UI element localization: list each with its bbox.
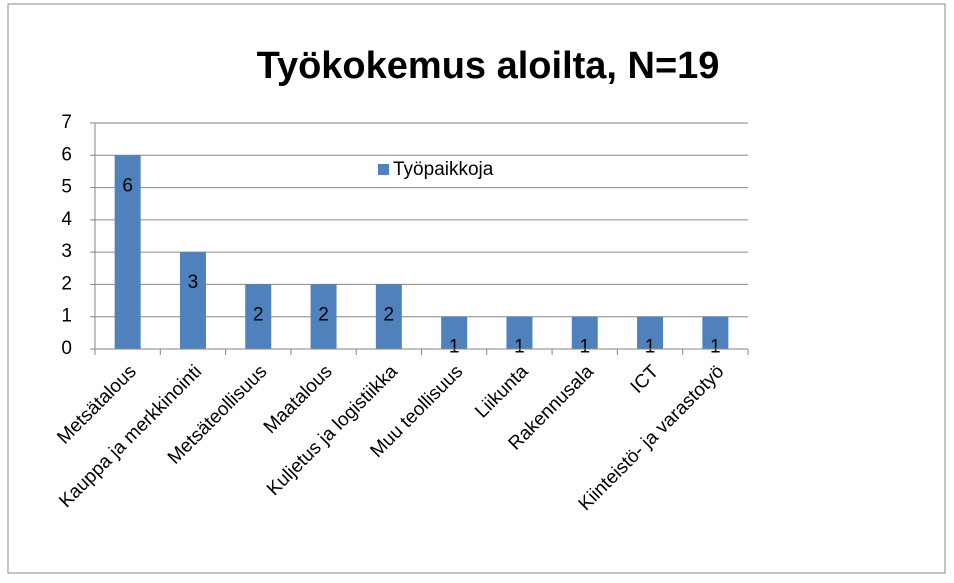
bar [179, 252, 206, 349]
chart-title: Työkokemus aloilta, N=19 [257, 45, 720, 87]
data-label: 1 [514, 337, 525, 358]
bar [375, 284, 402, 349]
legend-label: Työpaikkoja [393, 159, 494, 180]
bar [637, 316, 664, 349]
bar [571, 316, 598, 349]
data-label: 2 [384, 304, 395, 325]
chart-border [7, 3, 946, 574]
legend-swatch [378, 164, 389, 175]
data-label: 1 [579, 337, 590, 358]
y-tick-label: 2 [61, 273, 72, 294]
bar [245, 284, 272, 349]
data-label: 3 [188, 272, 199, 293]
data-label: 2 [253, 304, 264, 325]
y-tick-label: 3 [61, 241, 72, 262]
bar [506, 316, 533, 349]
bar [310, 284, 337, 349]
y-tick-label: 1 [61, 306, 72, 327]
data-label: 6 [122, 175, 133, 196]
y-tick-label: 7 [61, 112, 72, 133]
y-tick-label: 0 [61, 338, 72, 359]
y-tick-label: 4 [61, 209, 72, 230]
y-tick-label: 5 [61, 177, 72, 198]
bar [114, 155, 141, 349]
data-label: 1 [710, 337, 721, 358]
data-label: 2 [318, 304, 329, 325]
y-tick-label: 6 [61, 144, 72, 165]
data-label: 1 [645, 337, 656, 358]
bar [441, 316, 468, 349]
data-label: 1 [449, 337, 460, 358]
bar [702, 316, 729, 349]
